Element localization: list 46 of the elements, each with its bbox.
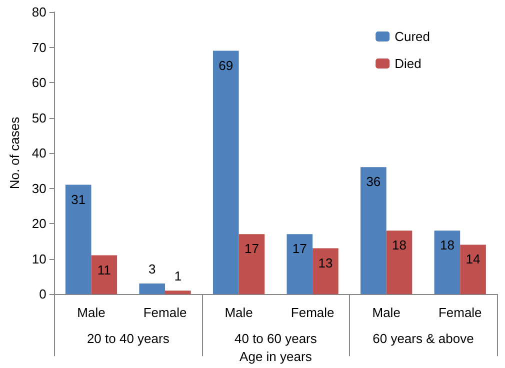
x-tick-label: Female <box>143 305 187 320</box>
y-tick-label: 40 <box>32 146 46 161</box>
data-label: 69 <box>218 58 234 73</box>
data-label: 18 <box>440 238 454 253</box>
y-axis-title: No. of cases <box>7 116 22 190</box>
x-tick-label: Female <box>290 305 334 320</box>
bar <box>360 167 386 294</box>
y-tick-label: 30 <box>32 180 46 196</box>
legend-label: Cured <box>394 29 430 44</box>
bar <box>165 290 191 294</box>
data-label: 17 <box>292 241 307 256</box>
data-label: 1 <box>174 268 182 284</box>
y-tick-label: 0 <box>39 286 46 302</box>
bar <box>65 184 92 294</box>
text: 40 to 60 years <box>234 331 318 346</box>
y-tick-label: 20 <box>32 216 46 232</box>
data-label: 3 <box>148 262 156 277</box>
bar <box>312 248 338 294</box>
data-label: 36 <box>366 174 381 190</box>
data-label: 14 <box>466 252 480 267</box>
legend-label: Died <box>394 56 422 71</box>
x-tick-label: Male <box>77 305 106 320</box>
x-axis-title: Age in years <box>240 349 312 364</box>
bar <box>386 230 412 294</box>
y-tick-label: 70 <box>32 40 46 55</box>
y-tick-label: 50 <box>32 110 46 126</box>
data-label: 17 <box>244 241 259 256</box>
bar <box>212 50 239 294</box>
x-tick-label: Male <box>372 305 400 320</box>
data-label: 18 <box>392 238 406 253</box>
y-tick-label: 80 <box>32 4 46 20</box>
bar <box>434 230 460 294</box>
bar <box>286 234 313 294</box>
bar <box>91 255 118 294</box>
y-tick-label: 10 <box>32 251 46 266</box>
bar <box>238 234 265 294</box>
text: 60 years & above <box>372 331 474 346</box>
bar <box>139 284 166 294</box>
data-label: 13 <box>318 255 333 270</box>
data-label: 11 <box>97 262 111 278</box>
text: 20 to 40 years <box>86 331 170 346</box>
data-label: 31 <box>71 192 86 207</box>
x-tick-label: Male <box>224 305 253 320</box>
x-tick-label: Female <box>438 305 482 320</box>
y-tick-label: 60 <box>32 75 46 90</box>
bar <box>460 244 486 294</box>
